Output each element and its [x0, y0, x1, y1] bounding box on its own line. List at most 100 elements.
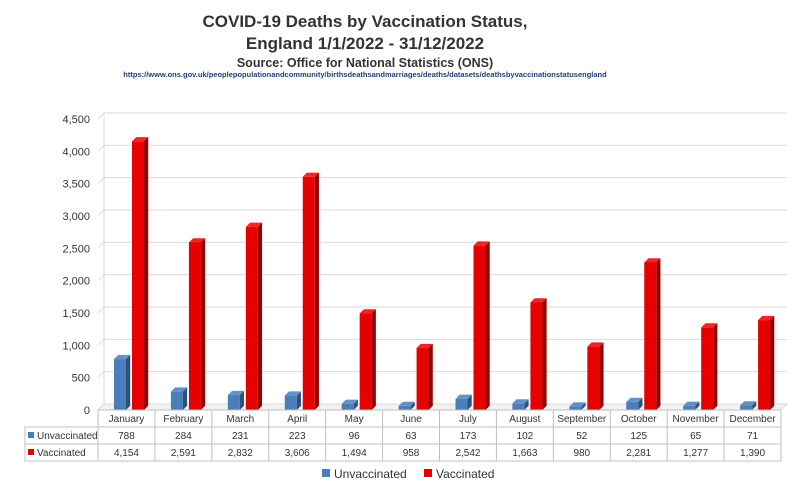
bar-top-unvaccinated [740, 401, 757, 406]
x-tick-label: January [109, 414, 145, 425]
bar-unvaccinated [740, 405, 753, 410]
bar-side-unvaccinated [296, 391, 301, 410]
bar-side-vaccinated [542, 298, 547, 410]
source-url: https://www.ons.gov.uk/peoplepopulationa… [123, 70, 607, 79]
bar-top-vaccinated [530, 298, 547, 303]
bar-top-unvaccinated [341, 399, 358, 404]
data-label: 1,663 [512, 448, 537, 459]
data-label: 2,832 [228, 448, 253, 459]
bar-vaccinated [701, 327, 714, 410]
bar-side-unvaccinated [524, 399, 529, 410]
bar-unvaccinated [569, 406, 582, 410]
y-tick-label: 3,000 [62, 211, 90, 223]
bar-top-vaccinated [302, 172, 319, 177]
bar-side-unvaccinated [752, 401, 757, 410]
bar-side-vaccinated [257, 222, 263, 410]
data-label: 173 [460, 431, 477, 442]
bar-side-vaccinated [770, 315, 775, 410]
x-tick-label: October [621, 414, 657, 425]
x-tick-label: July [459, 414, 477, 425]
bar-unvaccinated [341, 403, 354, 410]
bar-side-vaccinated [713, 323, 718, 410]
legend-key-vaccinated [28, 449, 34, 455]
bar-unvaccinated [284, 395, 297, 410]
data-label: 4,154 [114, 448, 139, 459]
bar-side-unvaccinated [410, 401, 415, 410]
bar-vaccinated [359, 313, 372, 410]
data-label: 102 [517, 431, 534, 442]
legend-label: Vaccinated [436, 467, 494, 481]
y-tick-label: 1,500 [62, 308, 90, 320]
legend-swatch-vaccinated [424, 469, 432, 477]
data-label: 125 [630, 431, 647, 442]
y-tick-label: 4,000 [62, 146, 90, 158]
bar-top-unvaccinated [626, 397, 643, 402]
gridline-depth [97, 338, 105, 346]
y-tick-label: 4,500 [62, 114, 90, 126]
bar-top-unvaccinated [569, 402, 586, 407]
bar-side-vaccinated [371, 309, 376, 410]
bar-top-unvaccinated [170, 387, 188, 392]
bar-side-unvaccinated [638, 397, 643, 410]
bar-vaccinated [416, 348, 429, 410]
legend-key-unvaccinated [28, 432, 34, 438]
bar-side-unvaccinated [467, 394, 472, 410]
bar-top-unvaccinated [512, 399, 529, 404]
bar-unvaccinated [455, 398, 468, 410]
y-tick-label: 1,000 [62, 340, 90, 352]
x-tick-label: March [226, 414, 254, 425]
bar-side-unvaccinated [126, 354, 131, 410]
bar-side-vaccinated [656, 258, 661, 410]
bar-top-vaccinated [758, 315, 775, 321]
legend-swatch-unvaccinated [322, 469, 330, 477]
data-label: 63 [405, 431, 417, 442]
data-label: 980 [573, 448, 590, 459]
bar-top-unvaccinated [683, 401, 700, 406]
bar-unvaccinated [626, 401, 639, 410]
data-label: 1,494 [342, 448, 367, 459]
bar-vaccinated [302, 176, 315, 410]
chart-subtitle: Source: Office for National Statistics (… [236, 56, 494, 70]
data-label: 52 [576, 431, 588, 442]
data-label: 1,390 [740, 448, 765, 459]
data-label: 1,277 [683, 448, 708, 459]
bar-top-vaccinated [587, 342, 604, 347]
data-label: 788 [118, 431, 135, 442]
bar-side-vaccinated [200, 238, 206, 410]
bar-unvaccinated [227, 395, 240, 410]
bar-vaccinated [587, 346, 600, 410]
data-label: 2,542 [455, 448, 480, 459]
bar-top-vaccinated [701, 323, 718, 328]
bar-side-vaccinated [144, 137, 149, 410]
bar-unvaccinated [683, 405, 696, 410]
bar-side-unvaccinated [182, 387, 188, 410]
bar-vaccinated [530, 302, 543, 410]
bar-top-vaccinated [416, 343, 433, 349]
bar-unvaccinated [398, 405, 411, 410]
bar-side-vaccinated [428, 343, 433, 410]
bar-top-vaccinated [359, 309, 376, 314]
bar-top-vaccinated [473, 241, 490, 246]
chart-title-line2: England 1/1/2022 - 31/12/2022 [245, 34, 485, 53]
bar-top-unvaccinated [284, 391, 301, 396]
bar-vaccinated [644, 262, 657, 410]
y-tick-label: 3,500 [62, 179, 90, 191]
y-tick-label: 2,500 [62, 243, 90, 255]
bar-top-vaccinated [245, 222, 263, 227]
bar-top-vaccinated [644, 258, 661, 263]
row-header: Unvaccinated [37, 431, 98, 442]
legend-label: Unvaccinated [334, 467, 407, 481]
gridline-depth [97, 371, 105, 379]
bar-top-vaccinated [188, 238, 206, 243]
x-tick-label: May [345, 414, 364, 425]
y-tick-label: 2,000 [62, 276, 90, 288]
data-label: 71 [747, 431, 759, 442]
x-tick-label: April [287, 414, 307, 425]
bar-vaccinated [245, 226, 258, 410]
x-tick-label: November [673, 414, 720, 425]
x-tick-label: August [509, 414, 540, 425]
bar-vaccinated [188, 242, 201, 410]
gridline-depth [97, 177, 105, 185]
bar-side-vaccinated [485, 241, 490, 410]
